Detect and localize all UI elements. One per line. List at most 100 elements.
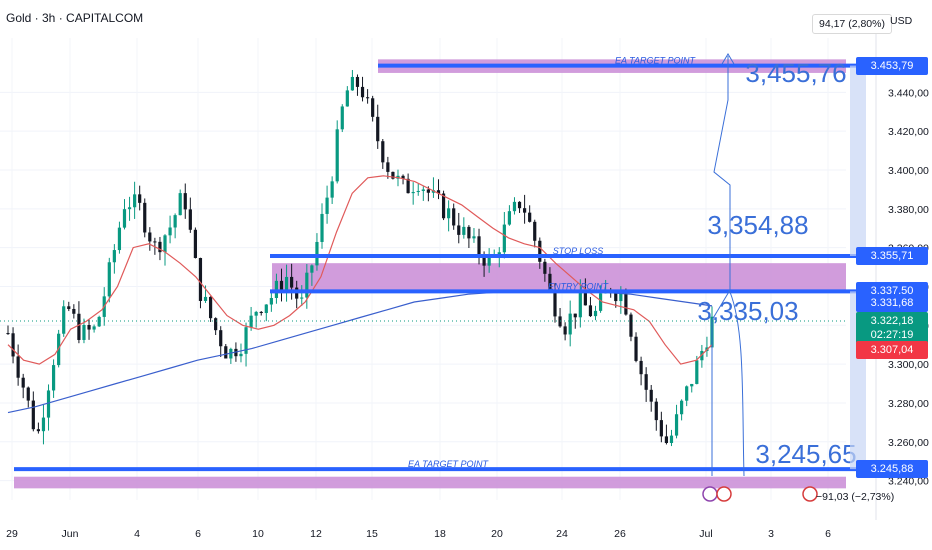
- candle-body: [386, 162, 390, 172]
- candle-body: [239, 353, 243, 357]
- y-tick-label: 3.300,00: [888, 359, 929, 371]
- candle-body: [441, 193, 446, 219]
- candle-body: [21, 377, 25, 388]
- levels: EA TARGET POINT STOP LOSS ENTRY POINT EA TA…: [14, 56, 874, 472]
- measure-bottom-box: −91,03 (−2,73%): [816, 491, 895, 503]
- x-axis: 29 Jun 4 6 10 12 15 18 20 24 26 Jul 3 6: [6, 528, 831, 540]
- x-tick-label: 3: [768, 528, 774, 540]
- candle-body: [290, 276, 294, 288]
- candle-body: [376, 116, 380, 142]
- candle-body: [208, 296, 213, 319]
- candle-body: [685, 386, 689, 401]
- candle-body: [447, 208, 451, 219]
- candle-body: [117, 227, 122, 251]
- candle-body: [497, 252, 501, 255]
- candle-body: [345, 90, 349, 107]
- candle-body: [593, 310, 598, 317]
- measure-top-box: 94,17 (2,80%): [812, 14, 892, 34]
- candle-body: [649, 389, 653, 402]
- ma-fast-line: [7, 175, 713, 365]
- candle-body: [350, 76, 355, 91]
- candle-body: [193, 229, 197, 258]
- candle-body: [371, 98, 375, 117]
- candle-body: [284, 276, 289, 293]
- x-tick-label: Jun: [62, 528, 79, 540]
- candle-body: [360, 86, 365, 98]
- candle-body: [315, 241, 319, 266]
- candle-body: [578, 290, 582, 318]
- price-label: 3.453,79: [856, 56, 928, 75]
- candle-body: [598, 293, 603, 311]
- candle-body: [168, 227, 172, 236]
- chart-title: Gold · 3h · CAPITALCOM: [6, 11, 144, 25]
- candle-body: [143, 202, 147, 233]
- candle-body: [639, 360, 643, 375]
- candle-body: [62, 306, 66, 334]
- candle-body: [487, 255, 491, 266]
- candle-body: [669, 435, 674, 444]
- candle-body: [16, 356, 20, 378]
- candle-body: [269, 298, 273, 305]
- candle-body: [695, 360, 699, 384]
- candle-body: [588, 305, 593, 317]
- target-zone: [14, 476, 846, 489]
- y-axis: 3.240,003.260,003.280,003.300,003.320,00…: [875, 30, 929, 520]
- candle-body: [674, 414, 679, 436]
- candle-body: [548, 273, 552, 290]
- candle-body: [416, 190, 420, 193]
- candle-body: [87, 325, 91, 330]
- candle-body: [279, 280, 284, 293]
- price-annotation: 3,455,76: [745, 58, 846, 88]
- candle-body: [77, 313, 81, 340]
- candle-body: [340, 106, 344, 130]
- projection-arrowhead: [721, 53, 735, 65]
- candle-body: [122, 209, 127, 228]
- level-label: EA TARGET POINT: [615, 56, 697, 66]
- candle-body: [619, 293, 623, 302]
- y-tick-label: 3.240,00: [888, 476, 929, 488]
- candle-body: [664, 436, 669, 444]
- candle-body: [644, 374, 648, 390]
- target-zones: [14, 59, 846, 489]
- projection-curve: [729, 291, 745, 477]
- candle-body: [690, 383, 694, 387]
- candle-body: [188, 209, 192, 230]
- candle-body: [158, 241, 162, 253]
- price-label: 3.307,04: [856, 341, 928, 360]
- x-tick-label: 12: [310, 528, 322, 540]
- event-icon: [802, 486, 818, 502]
- x-tick-label: 15: [366, 528, 378, 540]
- moving-averages: [7, 175, 713, 414]
- y-tick-label: 3.260,00: [888, 437, 929, 449]
- candle-body: [254, 311, 258, 316]
- candle-body: [467, 226, 471, 239]
- candle-body: [533, 221, 537, 241]
- price-label: 3.245,88: [856, 460, 928, 479]
- ma-slow-line: [7, 289, 713, 414]
- candle-body: [51, 365, 56, 391]
- candle-body: [411, 192, 415, 194]
- y-tick-label: 3.380,00: [888, 204, 929, 216]
- candle-body: [482, 256, 486, 266]
- candle-body: [355, 76, 360, 87]
- candle-body: [107, 262, 111, 297]
- candle-body: [680, 400, 684, 415]
- level-label: STOP LOSS: [553, 246, 604, 256]
- annotations: 3,455,763,354,883,335,033,245,65: [0, 53, 866, 502]
- candle-body: [538, 240, 542, 262]
- candle-body: [335, 129, 339, 182]
- target-zone: [272, 263, 846, 293]
- candle-body: [401, 175, 405, 179]
- candle-body: [153, 241, 157, 243]
- candle-body: [133, 194, 137, 208]
- candle-body: [523, 208, 527, 213]
- candle-body: [624, 293, 628, 315]
- candle-body: [462, 226, 466, 235]
- candle-body: [198, 257, 203, 301]
- candle-body: [46, 390, 51, 418]
- candle-body: [543, 261, 547, 274]
- y-tick-label: 3.400,00: [888, 165, 929, 177]
- x-tick-label: 20: [491, 528, 503, 540]
- candle-body: [381, 141, 385, 163]
